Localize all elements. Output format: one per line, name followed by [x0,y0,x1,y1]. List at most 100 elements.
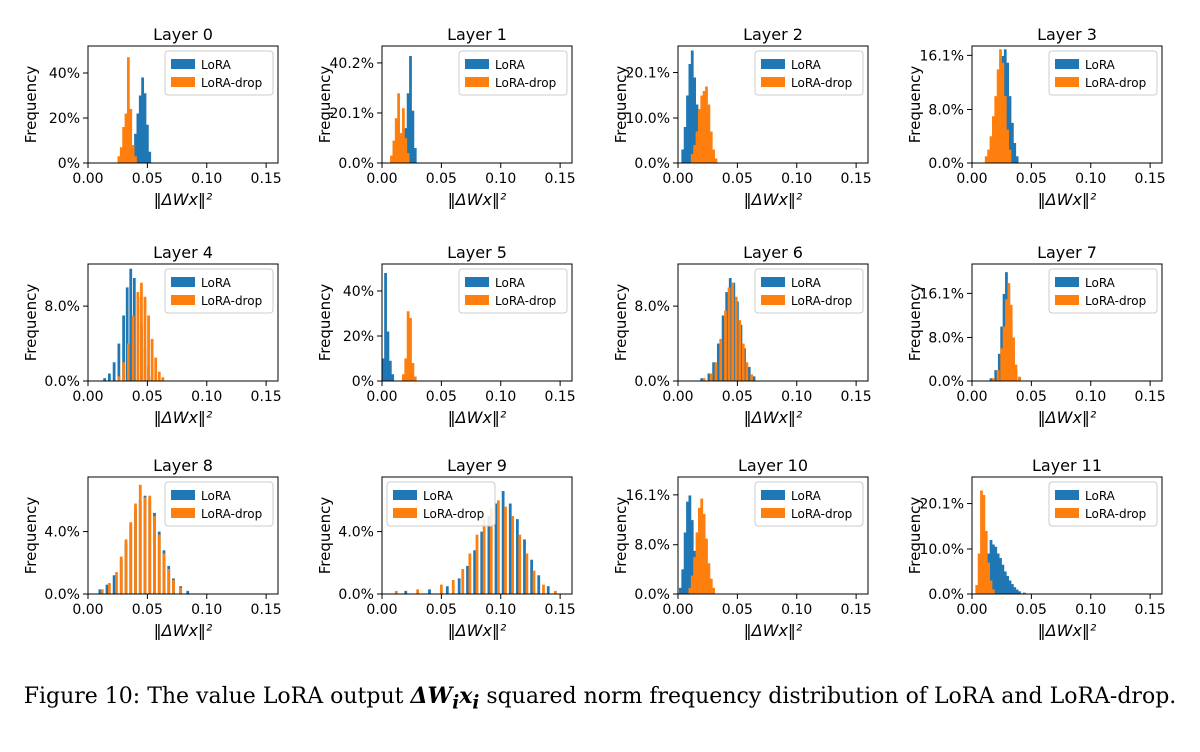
hist-bar-lora-drop [129,109,133,163]
plot-frame [677,476,869,595]
hist-bar-lora-drop [1012,337,1015,381]
hist-bar-lora-drop [134,156,137,163]
hist-bar-lora-drop [700,498,704,594]
hist-bar-lora [508,503,512,594]
legend-entry: LoRA [791,489,822,503]
y-tick-label: 16.1% [626,488,670,504]
y-axis-label: Frequency [612,497,630,575]
hist-bar-lora [143,93,147,163]
y-tick-label: 40% [343,284,374,300]
caption-math: ΔWixi [410,683,480,714]
legend: LoRA LoRA-drop [164,268,274,314]
hist-bar-lora-drop [532,570,536,594]
hist-bar-lora-drop [695,131,699,163]
y-tick-label: 20.1% [330,106,374,122]
legend-entry: LoRA [1085,489,1116,503]
hist-bar-lora-drop [150,338,154,381]
hist-bar-lora [386,331,390,381]
hist-bar-lora-drop [131,145,135,163]
y-axis-label: Frequency [906,497,924,575]
subplot-title: Layer 10 [738,456,808,475]
hist-bar-lora-drop [989,136,993,163]
hist-bar-lora [1003,571,1007,594]
x-tick-label: 0.05 [132,171,163,187]
y-axis-label: Frequency [316,497,334,575]
hist-bar-lora [186,590,190,594]
hist-bar-lora-drop [451,579,455,594]
hist-bar-lora [148,151,152,163]
hist-bar-lora-drop [693,145,697,163]
legend-entry: LoRA [201,489,232,503]
y-axis-label: Frequency [612,284,630,362]
y-tick-label: 0.0% [338,156,374,172]
x-axis-label: ‖ΔWx‖² [154,190,213,209]
x-axis-label: ‖ΔWx‖² [1038,621,1097,640]
hist-bar-lora-drop [714,362,718,381]
subplot-4: Layer 4 0.00 0.05 0.10 0.15 0.0% 8.0%Frequency… [22,243,282,427]
x-tick-label: 0.00 [366,389,397,405]
caption-text-before: The value LoRA output [147,684,404,709]
x-tick-label: 0.15 [251,602,282,618]
hist-bar-lora-drop [702,513,706,594]
x-tick-label: 0.05 [722,389,753,405]
hist-bar-lora-drop [693,557,697,594]
y-tick-label: 16.1% [920,286,964,302]
y-axis-label: Frequency [316,66,334,144]
x-tick-label: 0.00 [72,389,103,405]
hist-bar-lora-drop [138,484,142,594]
hist-bar-lora [994,546,998,594]
hist-bar-lora [1018,591,1021,594]
hist-bar-lora-drop [136,292,140,381]
subplot-title: Layer 9 [447,456,507,475]
hist-bar-lora-drop [734,296,738,381]
legend-swatch [393,490,417,500]
hist-bar-lora-drop [124,539,128,594]
y-tick-label: 0.0% [634,587,670,603]
subplot-6: Layer 6 0.00 0.05 0.10 0.15 0.0% 8.0%Frequency… [612,243,872,427]
hist-bar-lora-drop [131,315,135,381]
y-tick-label: 10.0% [626,111,670,127]
hist-bar-lora-drop [179,587,183,594]
x-tick-label: 0.00 [662,171,693,187]
hist-bar-lora-drop [117,156,121,163]
hist-bar-lora-drop [996,69,1000,163]
hist-bar-lora [515,519,519,594]
hist-bar-lora-drop [1014,364,1018,381]
hist-bar-lora [752,376,756,381]
hist-bar-lora-drop [741,343,745,381]
hist-bar-lora [716,343,720,381]
hist-bar-lora [112,575,116,594]
plot-frame [87,476,279,595]
x-axis-label: ‖ΔWx‖² [154,621,213,640]
legend-swatch [761,277,785,287]
x-tick-label: 0.05 [722,171,753,187]
hist-bar-lora-drop [991,116,995,163]
x-tick-label: 0.10 [1075,171,1106,187]
hist-bar-lora-drop [126,57,130,163]
legend-entry: LoRA-drop [423,507,484,521]
x-tick-label: 0.05 [426,389,457,405]
legend: LoRA LoRA-drop [458,50,568,96]
x-tick-label: 0.05 [1016,602,1047,618]
x-tick-label: 0.15 [1135,602,1166,618]
hist-bar-lora-drop [392,140,396,163]
plot-frame [381,45,573,164]
legend-entry: LoRA-drop [495,76,556,90]
x-tick-label: 0.10 [191,389,222,405]
x-tick-label: 0.15 [841,602,872,618]
hist-bar-lora-drop [984,156,988,163]
hist-bar-lora [129,268,133,381]
y-tick-label: 0.0% [928,587,964,603]
plot-frame [971,476,1163,595]
legend: LoRA LoRA-drop [458,268,568,314]
hist-bar-lora-drop [115,572,118,594]
hist-bar-lora-drop [705,86,708,163]
hist-bar-lora [103,378,107,381]
legend-swatch [171,508,195,518]
hist-bar-lora-drop [119,556,123,594]
hist-bar-lora-drop [124,113,128,163]
legend-swatch [171,490,195,500]
hist-bar-lora [411,110,415,163]
x-axis-label: ‖ΔWx‖² [448,190,507,209]
hist-bar-lora-drop [975,585,979,594]
